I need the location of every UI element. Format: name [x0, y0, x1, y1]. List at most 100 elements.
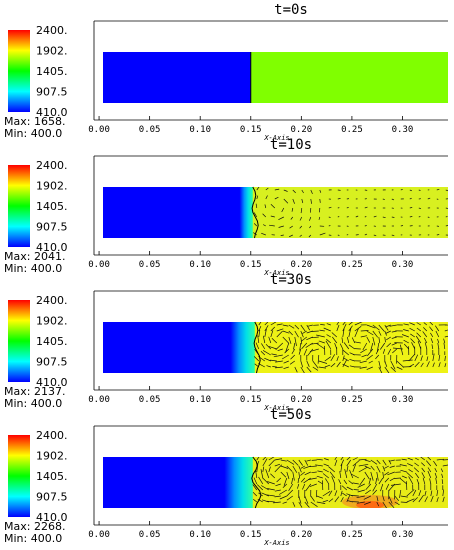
velocity-vector [257, 335, 260, 344]
velocity-vector [354, 341, 361, 344]
velocity-vector [288, 324, 295, 329]
velocity-vector [262, 335, 266, 344]
velocity-vector [342, 363, 349, 368]
velocity-vector [340, 464, 343, 473]
velocity-vector [258, 476, 264, 485]
min-label: Min: 400.0 [4, 127, 62, 140]
velocity-vector [418, 490, 422, 497]
x-tick-label: 0.00 [88, 395, 110, 405]
velocity-vector [255, 470, 258, 479]
velocity-vector [415, 472, 420, 479]
velocity-vector [255, 342, 260, 350]
colorbar-tick-label: 1902. [36, 315, 68, 328]
velocity-vector [281, 354, 289, 360]
velocity-vector [403, 323, 409, 326]
velocity-vector [342, 328, 345, 338]
velocity-vector [334, 496, 340, 503]
velocity-vector [279, 489, 287, 495]
colorbar-tick-label: 1902. [36, 450, 68, 463]
velocity-vector [438, 354, 441, 362]
velocity-vector [272, 366, 277, 368]
velocity-vector [267, 488, 275, 491]
velocity-vector [426, 361, 430, 368]
velocity-vector [275, 360, 283, 363]
velocity-vector [375, 348, 380, 355]
velocity-vector [342, 349, 350, 356]
velocity-vector [364, 225, 367, 227]
velocity-vector [301, 189, 304, 194]
velocity-vector [426, 460, 432, 467]
velocity-vector [288, 483, 294, 491]
velocity-vector [319, 189, 322, 193]
velocity-vector [316, 458, 323, 461]
velocity-vector [294, 324, 300, 330]
velocity-vector [312, 336, 319, 339]
velocity-vector [408, 476, 414, 485]
velocity-vector [308, 477, 317, 480]
velocity-vector [280, 465, 289, 469]
velocity-vector [336, 322, 340, 326]
velocity-vector [328, 490, 333, 497]
panel-title: t=0s [274, 2, 308, 18]
velocity-vector [342, 355, 345, 362]
velocity-vector [394, 495, 400, 502]
x-tick-label: 0.30 [392, 125, 414, 135]
velocity-vector [409, 327, 415, 332]
velocity-vector [376, 465, 381, 473]
velocity-vector [367, 348, 374, 357]
velocity-vector [293, 342, 296, 350]
velocity-vector [261, 499, 269, 503]
velocity-vector [261, 343, 266, 350]
velocity-vector [431, 344, 434, 350]
velocity-vector [316, 334, 325, 338]
velocity-vector [390, 366, 396, 372]
velocity-vector [400, 495, 408, 498]
velocity-vector [388, 501, 395, 508]
velocity-vector [430, 332, 434, 338]
velocity-vector [260, 350, 266, 356]
velocity-vector [443, 342, 446, 350]
velocity-vector [298, 348, 302, 355]
velocity-vector [268, 346, 277, 350]
velocity-vector [366, 336, 371, 343]
velocity-vector [298, 465, 302, 473]
velocity-vector [290, 216, 294, 220]
velocity-vector [445, 189, 448, 192]
velocity-vector [264, 322, 269, 326]
velocity-vector [340, 459, 345, 467]
x-tick-label: 0.00 [88, 125, 110, 135]
velocity-vector [370, 342, 374, 352]
velocity-vector [388, 495, 393, 504]
velocity-vector [310, 198, 312, 204]
velocity-vector [334, 490, 338, 497]
velocity-vector [258, 329, 261, 338]
velocity-vector [401, 458, 407, 461]
velocity-vector [309, 225, 312, 229]
velocity-vector [424, 490, 427, 497]
x-axis-label: X-Axis [263, 269, 289, 277]
velocity-vector [310, 342, 319, 345]
velocity-vectors [253, 187, 448, 238]
velocity-vector [346, 206, 349, 209]
velocity-vector [252, 484, 258, 491]
velocity-vector [299, 216, 303, 221]
velocity-vector [330, 363, 336, 368]
velocity-vector [264, 357, 271, 362]
velocity-vector [354, 322, 363, 326]
velocity-vector [429, 478, 432, 485]
velocity-vector [277, 348, 283, 352]
velocity-vector [427, 197, 431, 200]
velocity-vector [386, 336, 391, 341]
velocity-vector [283, 198, 289, 204]
velocity-vector [412, 489, 417, 497]
velocity-vector [370, 459, 378, 465]
velocity-vector [252, 492, 258, 497]
x-tick-label: 0.25 [341, 260, 363, 270]
velocity-vector [368, 360, 373, 364]
velocity-vector [411, 342, 416, 350]
x-tick-label: 0.10 [189, 125, 211, 135]
velocity-vector [400, 188, 403, 191]
panel-title: t=30s [270, 272, 312, 288]
velocity-vector [378, 324, 385, 332]
